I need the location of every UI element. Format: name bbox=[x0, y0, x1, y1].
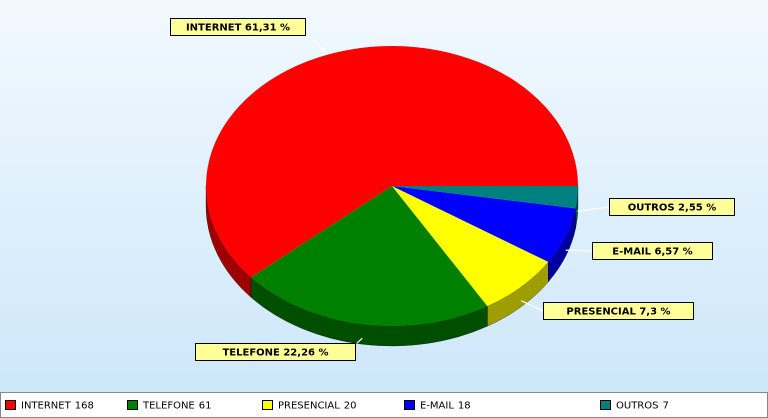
leader-line bbox=[565, 249, 593, 252]
label-box bbox=[195, 343, 356, 361]
legend-label: PRESENCIAL 20 bbox=[278, 401, 357, 412]
leader-line bbox=[577, 206, 610, 212]
legend-value: 18 bbox=[458, 401, 471, 412]
legend-label: E-MAIL 18 bbox=[420, 401, 471, 412]
legend-swatch bbox=[262, 400, 273, 410]
legend-name: TELEFONE bbox=[142, 401, 195, 412]
data-label: E-MAIL 6,57 % bbox=[612, 247, 692, 258]
legend-value: 20 bbox=[344, 401, 357, 412]
slice bbox=[205, 46, 578, 278]
label-box bbox=[170, 18, 306, 36]
slice bbox=[392, 186, 549, 307]
legend-value: 168 bbox=[75, 401, 94, 412]
slice bbox=[392, 186, 576, 262]
leader-line bbox=[356, 337, 363, 344]
label-box bbox=[543, 302, 694, 320]
legend-swatch bbox=[600, 400, 611, 410]
data-label: OUTROS 2,55 % bbox=[628, 203, 717, 214]
legend-swatch bbox=[404, 400, 415, 410]
data-label: PRESENCIAL 7,3 % bbox=[566, 307, 670, 318]
data-label: INTERNET 61,31 % bbox=[186, 23, 290, 34]
legend-name: INTERNET bbox=[21, 401, 72, 412]
legend-name: OUTROS bbox=[616, 401, 658, 412]
legend-name: E-MAIL bbox=[420, 401, 454, 412]
label-box bbox=[609, 198, 735, 216]
slice bbox=[251, 186, 488, 326]
leader-line bbox=[520, 300, 544, 312]
legend-label: TELEFONE 61 bbox=[142, 401, 211, 412]
legend-label: OUTROS 7 bbox=[616, 401, 669, 412]
legend-value: 7 bbox=[662, 401, 668, 412]
legend-swatch bbox=[5, 400, 16, 410]
slice bbox=[392, 186, 578, 209]
label-box bbox=[592, 242, 713, 260]
legend-name: PRESENCIAL bbox=[278, 401, 340, 412]
legend-value: 61 bbox=[199, 401, 212, 412]
leader-line bbox=[309, 35, 328, 56]
legend-label: INTERNET 168 bbox=[21, 401, 94, 412]
data-label: TELEFONE 22,26 % bbox=[222, 348, 328, 359]
legend-swatch bbox=[127, 400, 138, 410]
